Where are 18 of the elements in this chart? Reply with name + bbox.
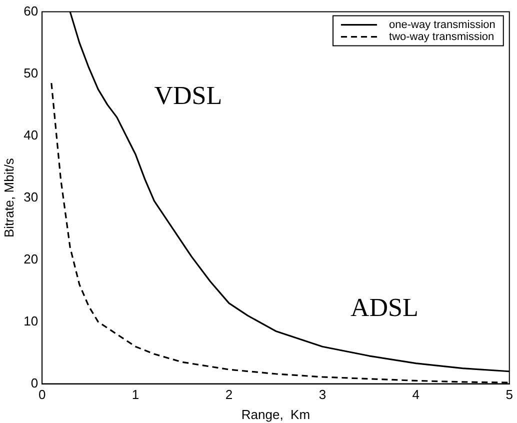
y-tick-label: 30 — [24, 189, 38, 204]
y-tick-label: 60 — [24, 3, 38, 18]
annotation: ADSL — [350, 293, 418, 322]
y-tick-label: 20 — [24, 251, 38, 266]
y-tick-label: 50 — [24, 65, 38, 80]
x-tick-label: 3 — [318, 387, 326, 402]
x-tick-label: 1 — [132, 387, 140, 402]
x-tick-label: 2 — [225, 387, 233, 402]
x-tick-label: 4 — [412, 387, 420, 402]
x-axis-title: Range, Km — [241, 406, 310, 422]
y-tick-label: 40 — [24, 127, 38, 142]
y-axis-title: Bitrate, Mbit/s — [1, 158, 16, 238]
legend-label: one-way transmission — [389, 18, 496, 31]
y-tick-label: 0 — [30, 375, 38, 390]
y-tick-label: 10 — [24, 313, 38, 328]
x-tick-label: 5 — [506, 387, 513, 402]
legend-label: two-way transmission — [389, 30, 494, 43]
annotation: VDSL — [154, 81, 222, 110]
